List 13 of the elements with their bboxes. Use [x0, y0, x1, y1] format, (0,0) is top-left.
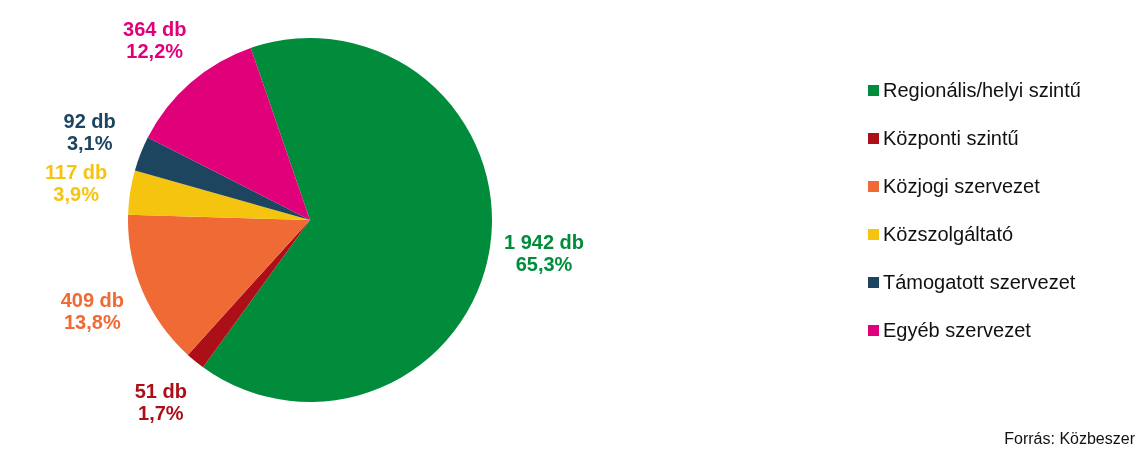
legend-label: Egyéb szervezet [883, 318, 1031, 342]
legend-label: Támogatott szervezet [883, 270, 1076, 294]
data-label: 364 db 12,2% [123, 18, 187, 63]
data-label: 51 db 1,7% [134, 380, 187, 425]
legend-label: Regionális/helyi szintű [883, 78, 1081, 102]
data-label: 117 db 3,9% [45, 160, 108, 205]
legend-label: Közjogi szervezet [883, 174, 1040, 198]
text: Forrás: Közbeszer [1004, 430, 1135, 448]
data-label: 409 db 13,8% [60, 289, 125, 334]
legend-label: Központi szintű [883, 126, 1019, 150]
data-label: 1 942 db 65,3% [503, 231, 585, 276]
data-label: 92 db 3,1% [63, 110, 116, 155]
legend-label: Közszolgáltató [883, 222, 1014, 246]
